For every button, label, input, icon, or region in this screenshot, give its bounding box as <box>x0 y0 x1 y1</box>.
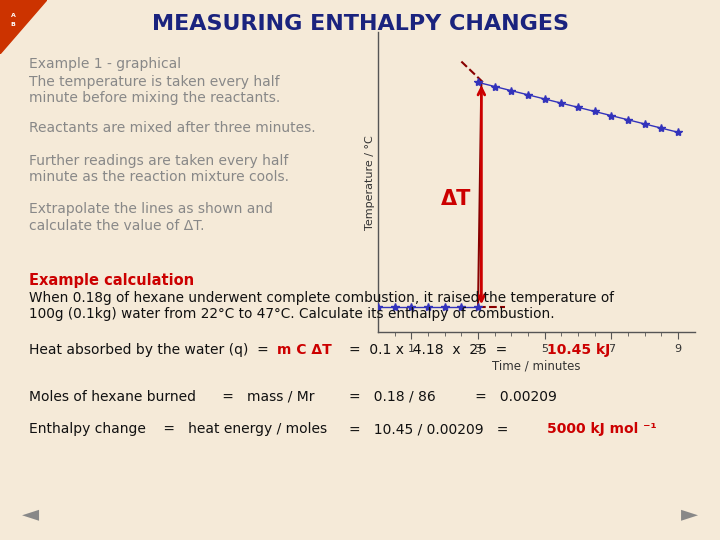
Text: calculate the value of ΔT.: calculate the value of ΔT. <box>29 219 204 233</box>
Text: =  0.1 x  4.18  x  25  =: = 0.1 x 4.18 x 25 = <box>349 343 516 357</box>
Text: minute as the reaction mixture cools.: minute as the reaction mixture cools. <box>29 170 289 184</box>
Text: ◄: ◄ <box>22 504 39 524</box>
Text: Extrapolate the lines as shown and: Extrapolate the lines as shown and <box>29 202 273 217</box>
Text: =   10.45 / 0.00209   =: = 10.45 / 0.00209 = <box>349 422 518 436</box>
Text: ►: ► <box>681 504 698 524</box>
Text: B: B <box>11 22 16 27</box>
Text: 100g (0.1kg) water from 22°C to 47°C. Calculate its enthalpy of combustion.: 100g (0.1kg) water from 22°C to 47°C. Ca… <box>29 307 554 321</box>
Text: Heat absorbed by the water (q)  =: Heat absorbed by the water (q) = <box>29 343 277 357</box>
Text: Reactants are mixed after three minutes.: Reactants are mixed after three minutes. <box>29 122 315 136</box>
Text: =   0.18 / 86         =   0.00209: = 0.18 / 86 = 0.00209 <box>349 390 557 404</box>
Text: Example 1 - graphical: Example 1 - graphical <box>29 57 181 71</box>
Text: A: A <box>11 12 16 18</box>
Text: Example calculation: Example calculation <box>29 273 194 288</box>
Text: Enthalpy change    =   heat energy / moles: Enthalpy change = heat energy / moles <box>29 422 327 436</box>
X-axis label: Time / minutes: Time / minutes <box>492 360 580 373</box>
Text: When 0.18g of hexane underwent complete combustion, it raised the temperature of: When 0.18g of hexane underwent complete … <box>29 291 613 305</box>
Text: minute before mixing the reactants.: minute before mixing the reactants. <box>29 91 280 105</box>
Text: Further readings are taken every half: Further readings are taken every half <box>29 154 288 168</box>
Text: 5000 kJ mol ⁻¹: 5000 kJ mol ⁻¹ <box>547 422 657 436</box>
Text: Moles of hexane burned      =   mass / Mr: Moles of hexane burned = mass / Mr <box>29 390 315 404</box>
Text: m C ΔT: m C ΔT <box>277 343 332 357</box>
Polygon shape <box>0 0 47 54</box>
Text: 10.45 kJ: 10.45 kJ <box>547 343 611 357</box>
Text: MEASURING ENTHALPY CHANGES: MEASURING ENTHALPY CHANGES <box>151 14 569 33</box>
Y-axis label: Temperature / °C: Temperature / °C <box>365 135 375 230</box>
Text: ΔT: ΔT <box>441 189 472 209</box>
Text: The temperature is taken every half: The temperature is taken every half <box>29 75 279 89</box>
